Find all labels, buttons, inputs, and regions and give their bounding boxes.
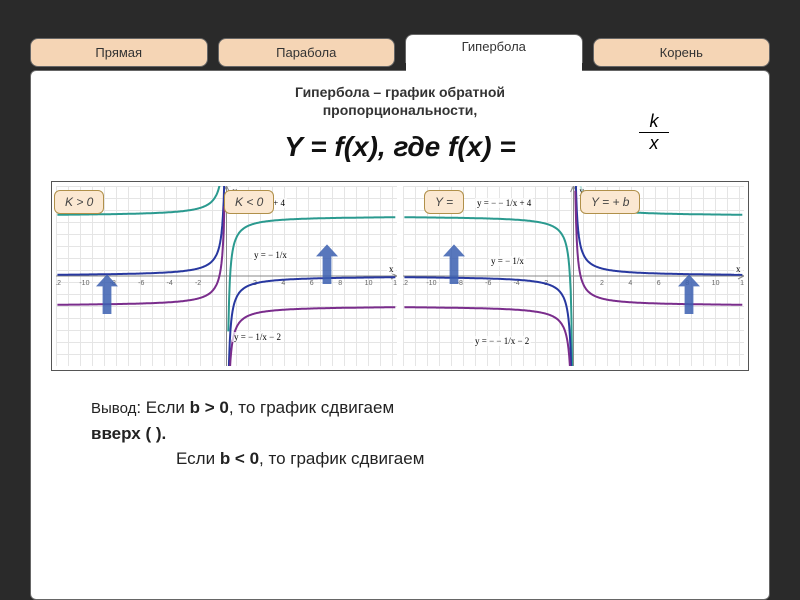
equation-label: y = − 1/x [489, 256, 526, 266]
conclusion-bold: b < 0 [220, 449, 259, 468]
svg-text:-10: -10 [79, 280, 89, 287]
option-badge[interactable]: K > 0 [54, 190, 104, 214]
conclusion-indent [91, 449, 176, 468]
conclusion-bold: вверх ( ). [91, 424, 166, 443]
svg-text:-12: -12 [403, 280, 408, 287]
svg-text:2: 2 [600, 280, 604, 287]
tab-parabola[interactable]: Парабола [218, 38, 396, 67]
conclusion-bold: b > 0 [190, 398, 229, 417]
svg-text:12: 12 [393, 280, 397, 287]
tabs-row: Прямая Парабола Гипербола Корень [30, 38, 770, 67]
svg-text:8: 8 [338, 280, 342, 287]
svg-text:-10: -10 [426, 280, 436, 287]
main-panel: Гипербола – график обратной пропорционал… [30, 70, 770, 600]
svg-text:10: 10 [712, 280, 720, 287]
curve [228, 278, 395, 367]
heading-line1: Гипербола – график обратной [295, 84, 505, 100]
tab-label: Парабола [276, 45, 336, 60]
charts-frame: -12-10-8-6-4-224681012y = − 1/x + 4y = −… [51, 181, 749, 371]
fraction-denominator: x [639, 133, 669, 154]
tab-label: Прямая [95, 45, 142, 60]
tab-root[interactable]: Корень [593, 38, 771, 67]
conclusion-text: , то график сдвигаем [259, 449, 424, 468]
conclusion-block: Вывод: Если b > 0, то график сдвигаем вв… [51, 395, 749, 472]
equation-label: y = − 1/x [252, 250, 289, 260]
tab-hyperbola[interactable]: Гипербола [405, 34, 583, 63]
option-badge[interactable]: K < 0 [224, 190, 274, 214]
svg-text:6: 6 [310, 280, 314, 287]
svg-text:-6: -6 [485, 280, 491, 287]
fraction-numerator: k [639, 111, 669, 133]
curve [57, 206, 224, 305]
svg-text:-6: -6 [138, 280, 144, 287]
main-formula: Y = f(x), где f(x) = [284, 131, 515, 163]
heading-line2: пропорциональности, [323, 102, 478, 118]
svg-text:6: 6 [657, 280, 661, 287]
x-axis-label: x [387, 264, 396, 274]
svg-text:-12: -12 [56, 280, 61, 287]
conclusion-label: Вывод [91, 400, 136, 417]
equation-label: y = − − 1/x − 2 [473, 336, 531, 346]
k-over-x-fraction: k x [639, 111, 669, 154]
equation-label: y = − 1/x − 2 [232, 332, 283, 342]
svg-text:4: 4 [281, 280, 285, 287]
svg-text:10: 10 [365, 280, 373, 287]
conclusion-text: Если [176, 449, 220, 468]
equation-label: y = − − 1/x + 4 [475, 198, 533, 208]
formula-row: Y = f(x), где f(x) = k x [51, 125, 749, 175]
svg-text:-4: -4 [167, 280, 173, 287]
tab-label: Корень [660, 45, 703, 60]
svg-text:-4: -4 [514, 280, 520, 287]
option-badge[interactable]: Y = [424, 190, 464, 214]
tab-label: Гипербола [462, 39, 526, 54]
svg-text:-2: -2 [195, 280, 201, 287]
svg-text:4: 4 [628, 280, 632, 287]
conclusion-text: , то график сдвигаем [229, 398, 394, 417]
option-badge[interactable]: Y = + b [580, 190, 640, 214]
conclusion-text: : Если [136, 398, 189, 417]
x-axis-label: x [734, 264, 743, 274]
tab-line[interactable]: Прямая [30, 38, 208, 67]
curve [404, 278, 571, 367]
svg-text:12: 12 [740, 280, 744, 287]
